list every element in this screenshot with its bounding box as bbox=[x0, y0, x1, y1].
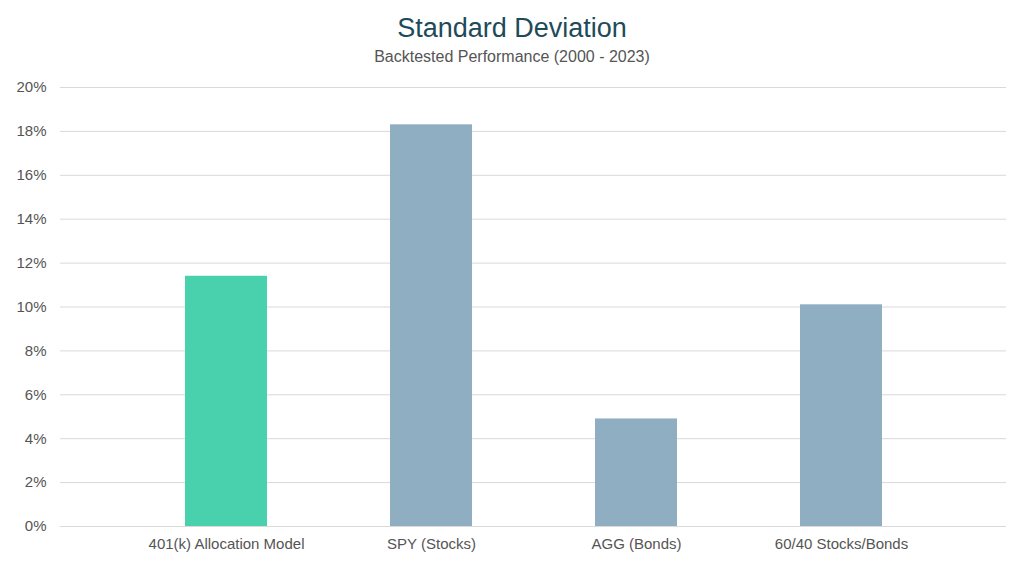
svg-text:2%: 2% bbox=[25, 473, 47, 490]
svg-text:10%: 10% bbox=[16, 298, 46, 315]
svg-text:AGG (Bonds): AGG (Bonds) bbox=[591, 535, 681, 552]
svg-text:4%: 4% bbox=[25, 430, 47, 447]
svg-text:0%: 0% bbox=[25, 517, 47, 534]
svg-text:8%: 8% bbox=[25, 342, 47, 359]
svg-text:SPY (Stocks): SPY (Stocks) bbox=[387, 535, 476, 552]
svg-text:12%: 12% bbox=[16, 254, 46, 271]
svg-text:14%: 14% bbox=[16, 210, 46, 227]
svg-text:20%: 20% bbox=[16, 78, 46, 95]
html-text:Backtested Performance (2000 -: Backtested Performance (2000 - 2023) bbox=[374, 48, 650, 65]
svg-text:401(k) Allocation Model: 401(k) Allocation Model bbox=[149, 535, 305, 552]
svg-text:6%: 6% bbox=[25, 386, 47, 403]
svg-text:60/40 Stocks/Bonds: 60/40 Stocks/Bonds bbox=[775, 535, 908, 552]
svg-text:16%: 16% bbox=[16, 166, 46, 183]
svg-text:18%: 18% bbox=[16, 122, 46, 139]
html-text:Standard Deviation: Standard Deviation bbox=[397, 13, 627, 43]
